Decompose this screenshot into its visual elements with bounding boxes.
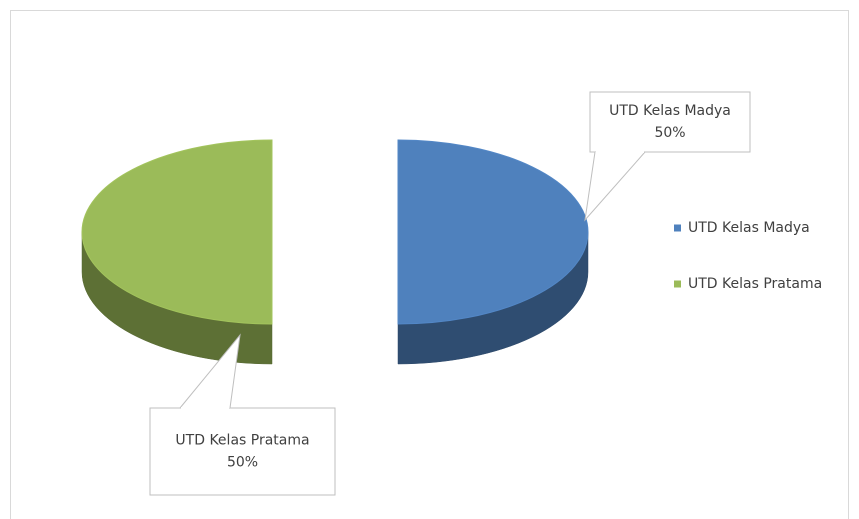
data-label-category: UTD Kelas Madya xyxy=(609,103,731,119)
slice xyxy=(81,139,273,365)
legend-swatch xyxy=(674,280,681,288)
legend-label: UTD Kelas Pratama xyxy=(688,276,822,292)
callout xyxy=(149,407,336,496)
data-label-category: UTD Kelas Pratama xyxy=(175,433,309,449)
slice-top xyxy=(81,139,273,325)
callout xyxy=(589,91,751,153)
legend-swatch xyxy=(674,224,681,232)
data-label-value: 50% xyxy=(227,455,258,471)
callout-pointer xyxy=(584,151,646,222)
slice-top xyxy=(397,139,589,325)
legend-label: UTD Kelas Madya xyxy=(688,220,810,236)
callout-pointer xyxy=(179,333,241,409)
slice xyxy=(397,139,589,365)
data-label-value: 50% xyxy=(654,125,685,141)
